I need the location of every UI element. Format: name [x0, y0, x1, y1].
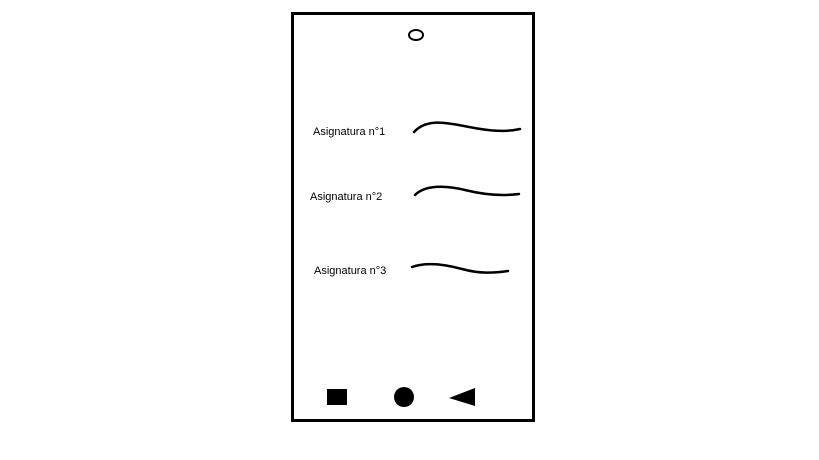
- subject-label-3[interactable]: Asignatura n°3: [314, 265, 387, 277]
- home-circle-icon[interactable]: [394, 387, 414, 407]
- recent-apps-square-icon[interactable]: [327, 389, 347, 405]
- front-camera-icon: [408, 29, 424, 41]
- subject-3-squiggle-icon: [410, 262, 510, 274]
- navigation-bar: [294, 379, 532, 419]
- subject-label-1[interactable]: Asignatura n°1: [313, 126, 386, 138]
- subject-2-squiggle-icon: [413, 185, 521, 197]
- subject-label-2[interactable]: Asignatura n°2: [310, 191, 383, 203]
- phone-frame: Asignatura n°1 Asignatura n°2 Asignatura…: [291, 12, 535, 422]
- back-triangle-icon[interactable]: [448, 387, 478, 407]
- subject-1-squiggle-icon: [412, 121, 522, 134]
